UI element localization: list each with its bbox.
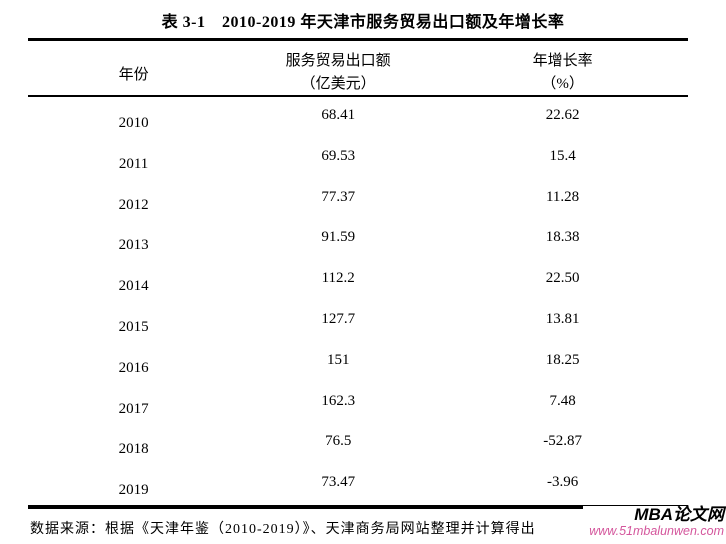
growth-value-cell: -3.96: [546, 474, 579, 491]
table-header-rule: [28, 95, 688, 97]
table-row: 2013 91.59 18.38: [28, 219, 688, 260]
table-bottom-rule: [28, 505, 688, 509]
export-value-cell: 91.59: [321, 229, 356, 246]
growth-value-cell: 15.4: [549, 147, 576, 164]
export-value-cell: 77.37: [321, 188, 356, 205]
export-value-cell: 69.53: [321, 147, 356, 164]
table-row: 2016 151 18.25: [28, 342, 688, 383]
year-cell: 2010: [118, 115, 149, 131]
year-cell: 2017: [118, 400, 149, 417]
table-row: 2018 76.5 -52.87: [28, 423, 688, 464]
table-row: 2010 68.41 22.62: [28, 97, 688, 138]
table-row: 2017 162.3 7.48: [28, 383, 688, 424]
growth-value-cell: 18.25: [545, 351, 580, 368]
table-top-rule: [28, 38, 688, 41]
table-row: 2015 127.7 13.81: [28, 301, 688, 342]
table-row: 2011 69.53 15.4: [28, 138, 688, 179]
column-header-export-line1: 服务贸易出口额: [285, 53, 391, 69]
growth-value-cell: 13.81: [545, 310, 580, 327]
table-body: 2010 68.41 22.62 2011 69.53 15.4 2012 77.37 11.2…: [28, 97, 688, 505]
table-header-row: 年份 服务贸易出口额 （亿美元） 年增长率 （%）: [28, 41, 688, 95]
column-header-growth-line1: 年增长率: [532, 53, 593, 69]
export-value-cell: 151: [326, 351, 350, 368]
data-table: 年份 服务贸易出口额 （亿美元） 年增长率 （%） 2010 68.41 22.62…: [28, 38, 688, 509]
growth-value-cell: 7.48: [549, 392, 576, 409]
growth-value-cell: 18.38: [545, 229, 580, 246]
growth-value-cell: 11.28: [545, 188, 580, 205]
table-row: 2014 112.2 22.50: [28, 260, 688, 301]
export-value-cell: 76.5: [325, 433, 352, 450]
export-value-cell: 162.3: [321, 392, 356, 409]
watermark-url: www.51mbalunwen.com: [589, 523, 724, 538]
export-value-cell: 68.41: [321, 107, 356, 123]
year-cell: 2016: [118, 359, 149, 376]
growth-value-cell: 22.62: [545, 107, 580, 123]
year-cell: 2019: [118, 482, 149, 499]
year-cell: 2015: [118, 318, 149, 335]
export-value-cell: 73.47: [321, 474, 356, 491]
column-header-growth: 年增长率 （%）: [437, 41, 688, 95]
table-row: 2012 77.37 11.28: [28, 179, 688, 220]
table-title: 表 3-1 2010-2019 年天津市服务贸易出口额及年增长率: [161, 14, 565, 31]
year-cell: 2018: [118, 441, 149, 458]
growth-value-cell: -52.87: [543, 433, 582, 450]
growth-value-cell: 22.50: [545, 270, 580, 287]
watermark-logo: MBA论文网: [634, 505, 724, 524]
source-note: 数据来源：根据《天津年鉴（2010-2019）》、天津商务局网站整理并计算得出: [30, 522, 536, 537]
year-cell: 2014: [118, 278, 149, 295]
export-value-cell: 127.7: [321, 310, 356, 327]
export-value-cell: 112.2: [321, 270, 355, 287]
table-row: 2019 73.47 -3.96: [28, 464, 688, 505]
year-cell: 2013: [118, 237, 149, 254]
year-cell: 2011: [118, 155, 149, 172]
column-header-export: 服务贸易出口额 （亿美元）: [239, 41, 437, 95]
column-header-year: 年份: [118, 66, 149, 83]
year-cell: 2012: [118, 196, 149, 213]
column-header-growth-line2: （%）: [541, 76, 584, 92]
column-header-export-line2: （亿美元）: [300, 76, 376, 92]
watermark: MBA论文网 www.51mbalunwen.com: [583, 505, 724, 539]
